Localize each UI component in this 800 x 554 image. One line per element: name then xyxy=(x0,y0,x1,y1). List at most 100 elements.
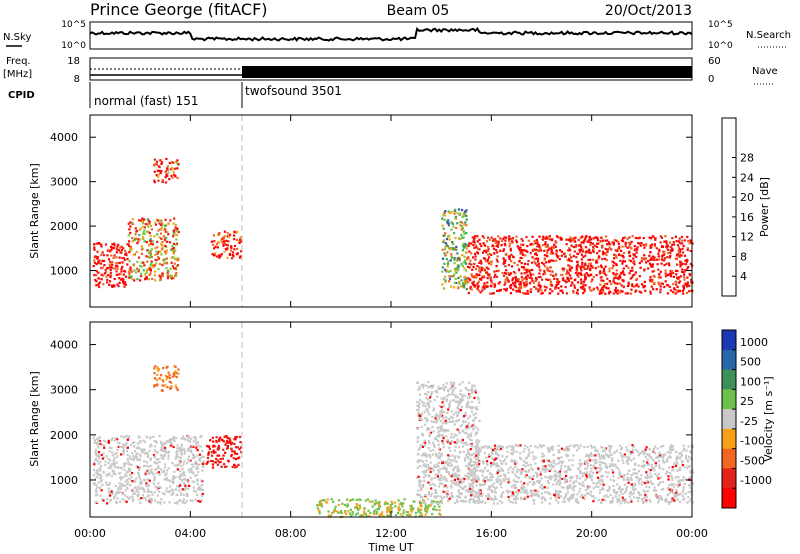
data-cell xyxy=(128,228,131,231)
data-cell xyxy=(421,470,424,473)
data-cell xyxy=(646,481,649,484)
data-cell xyxy=(678,483,681,486)
data-cell xyxy=(138,264,142,268)
data-cell xyxy=(156,488,159,491)
data-cell xyxy=(462,285,465,288)
data-cell xyxy=(186,439,189,442)
data-cell xyxy=(240,451,243,454)
data-cell xyxy=(542,465,545,468)
data-cell xyxy=(196,479,199,482)
data-cell xyxy=(131,218,135,221)
data-cell xyxy=(642,465,645,468)
data-cell xyxy=(149,269,152,272)
data-cell xyxy=(472,413,475,416)
data-cell xyxy=(577,447,581,450)
data-cell xyxy=(591,266,594,269)
data-cell xyxy=(432,449,435,452)
data-cell xyxy=(424,513,427,516)
data-cell xyxy=(364,513,367,516)
colorbar-tick-label: 16 xyxy=(740,211,754,224)
data-cell xyxy=(442,437,445,440)
data-cell xyxy=(431,482,434,486)
data-cell xyxy=(341,502,344,505)
data-cell xyxy=(223,235,226,238)
data-cell xyxy=(398,509,401,512)
data-cell xyxy=(122,451,125,454)
data-cell xyxy=(446,486,449,489)
data-cell xyxy=(239,238,242,241)
data-cell xyxy=(345,505,348,508)
data-cell xyxy=(482,469,485,472)
data-cell xyxy=(532,489,535,492)
data-cell xyxy=(657,258,661,261)
data-cell xyxy=(190,450,193,454)
data-cell xyxy=(450,228,453,231)
data-cell xyxy=(601,250,605,253)
data-cell xyxy=(93,461,96,465)
data-cell xyxy=(417,414,420,418)
data-cell xyxy=(419,447,422,450)
data-cell xyxy=(494,491,497,494)
data-cell xyxy=(419,444,422,447)
data-cell xyxy=(233,452,236,455)
data-cell xyxy=(665,273,668,276)
data-cell xyxy=(689,470,692,473)
data-cell xyxy=(437,435,440,438)
data-cell xyxy=(148,252,151,255)
data-cell xyxy=(149,436,152,440)
data-cell xyxy=(363,510,366,513)
data-cell xyxy=(579,278,583,281)
data-cell xyxy=(621,245,624,248)
data-cell xyxy=(423,479,426,482)
data-cell xyxy=(631,283,634,286)
data-cell xyxy=(172,242,176,246)
data-cell xyxy=(153,385,156,388)
data-cell xyxy=(580,269,583,272)
data-cell xyxy=(438,455,441,458)
data-cell xyxy=(222,448,225,451)
data-cell xyxy=(177,230,180,234)
data-cell xyxy=(630,459,633,462)
data-cell xyxy=(135,453,138,456)
data-cell xyxy=(101,483,104,486)
data-cell xyxy=(466,455,469,459)
data-cell xyxy=(533,260,536,263)
data-cell xyxy=(154,440,157,443)
data-cell xyxy=(191,471,194,474)
data-cell xyxy=(649,258,652,261)
data-cell xyxy=(505,289,508,292)
data-cell xyxy=(135,465,138,468)
data-cell xyxy=(150,228,153,231)
data-cell xyxy=(657,281,660,284)
data-cell xyxy=(124,249,127,252)
data-cell xyxy=(477,398,480,401)
data-cell xyxy=(174,273,177,276)
data-cell xyxy=(475,276,478,279)
data-cell xyxy=(608,465,611,468)
data-cell xyxy=(94,450,97,453)
data-cell xyxy=(681,479,684,482)
data-cell xyxy=(468,443,471,446)
data-cell xyxy=(450,494,453,497)
data-cell xyxy=(627,241,630,244)
data-cell xyxy=(548,469,551,473)
data-cell xyxy=(666,248,670,251)
data-cell xyxy=(505,446,508,449)
data-cell xyxy=(614,249,617,252)
data-cell xyxy=(525,461,528,465)
data-cell xyxy=(112,460,115,463)
data-cell xyxy=(648,486,651,489)
data-cell xyxy=(481,289,484,292)
data-cell xyxy=(578,490,581,493)
data-cell xyxy=(97,473,100,477)
data-cell xyxy=(493,239,496,242)
data-cell xyxy=(421,485,425,488)
data-cell xyxy=(497,245,500,248)
data-cell xyxy=(475,246,478,249)
data-cell xyxy=(436,395,439,398)
data-cell xyxy=(625,449,628,452)
data-cell xyxy=(487,246,490,249)
data-cell xyxy=(127,481,130,484)
data-cell xyxy=(681,494,684,498)
data-cell xyxy=(447,270,451,273)
